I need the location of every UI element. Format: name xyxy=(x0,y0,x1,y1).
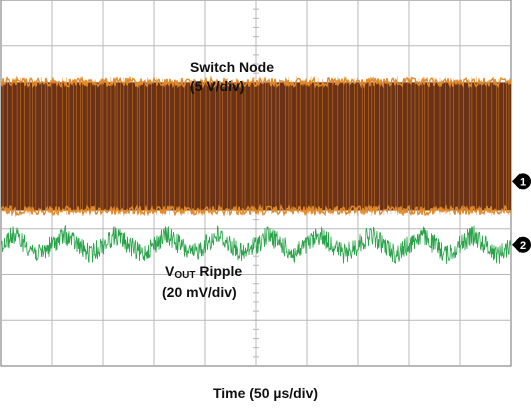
vout-ripple-label-rest: Ripple xyxy=(195,263,243,279)
channel-marker-number: 1 xyxy=(520,176,526,188)
channel-1-marker: 1 xyxy=(512,173,531,190)
switch-node-high-level xyxy=(0,75,512,90)
vout-ripple-label: VOUT Ripple xyxy=(165,263,242,281)
switch-node-trace xyxy=(0,75,512,218)
channel-markers: 12 xyxy=(512,173,531,253)
vout-ripple-trace xyxy=(0,225,512,265)
vout-ripple-line xyxy=(0,225,512,265)
switch-node-label: Switch Node xyxy=(190,59,275,75)
channel-marker-badge xyxy=(515,173,531,190)
vout-ripple-scale: (20 mV/div) xyxy=(162,284,237,300)
channel-2-marker: 2 xyxy=(512,236,531,253)
switch-node-band xyxy=(1,82,511,211)
switch-node-scale: (5 V/div) xyxy=(190,78,245,94)
channel-marker-badge xyxy=(515,236,531,253)
vout-ripple-label-sub: OUT xyxy=(174,270,196,281)
x-axis-label: Time (50 µs/div) xyxy=(212,385,319,401)
switch-node-low-level xyxy=(0,203,512,218)
vout-ripple-label-main: V xyxy=(165,263,175,279)
channel-marker-number: 2 xyxy=(520,240,526,252)
switch-node-edges xyxy=(2,76,510,217)
